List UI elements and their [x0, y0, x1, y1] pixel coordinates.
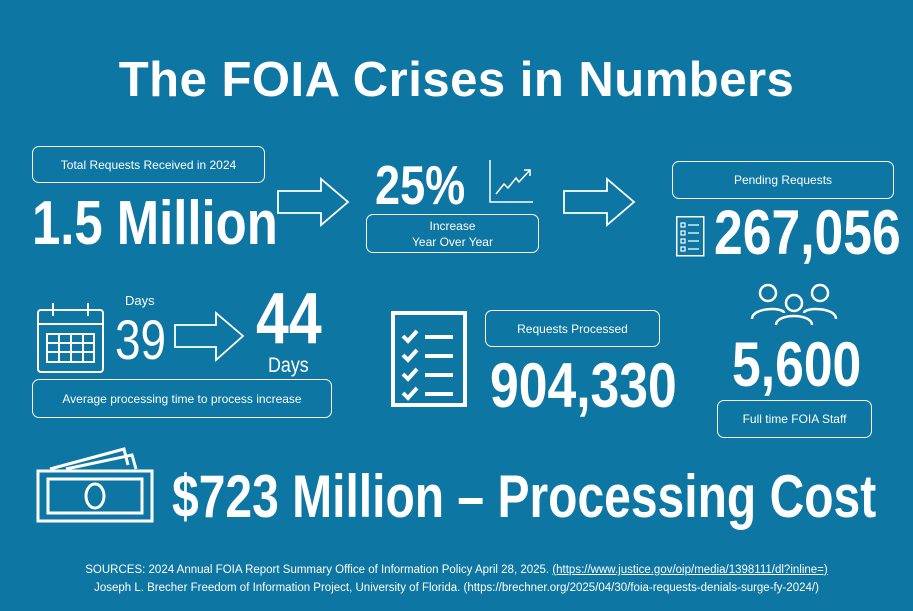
page-title: The FOIA Crises in Numbers [118, 53, 795, 107]
sources: SOURCES: 2024 Annual FOIA Report Summary… [0, 561, 913, 597]
increase-label: Increase Year Over Year [366, 214, 539, 253]
sources-line2: Joseph L. Brecher Freedom of Information… [94, 582, 819, 594]
sources-line1: SOURCES: 2024 Annual FOIA Report Summary… [85, 564, 553, 576]
line-chart-icon [489, 160, 533, 203]
checklist-icon [391, 311, 467, 407]
increase-label-line2: Year Over Year [412, 234, 493, 249]
arrow-right-icon [174, 311, 245, 363]
processed-label: Requests Processed [485, 310, 660, 347]
before-days-value: 39 [115, 308, 167, 371]
sources-link-1[interactable]: (https://www.justice.gov/oip/media/13981… [552, 564, 828, 576]
processing-time-label: Average processing time to process incre… [32, 379, 332, 418]
after-days-value: 44 [256, 279, 322, 359]
increase-label-line1: Increase [429, 218, 476, 233]
pending-label: Pending Requests [672, 161, 894, 199]
arrow-right-icon [563, 177, 636, 227]
total-requests-value: 1.5 Million [32, 189, 278, 258]
processed-value: 904,330 [490, 351, 677, 421]
after-days-unit: Days [268, 354, 309, 377]
staff-label: Full time FOIA Staff [717, 400, 872, 438]
cost-value: $723 Million – Processing Cost [172, 463, 877, 530]
money-icon [36, 447, 154, 523]
list-icon [676, 216, 705, 257]
staff-value: 5,600 [732, 330, 862, 400]
people-icon [750, 283, 838, 326]
arrow-right-icon [277, 177, 350, 227]
increase-value: 25% [375, 154, 466, 216]
calendar-icon [37, 303, 104, 373]
pending-value: 267,056 [714, 198, 901, 268]
before-days-unit: Days [125, 293, 155, 308]
total-requests-label: Total Requests Received in 2024 [32, 146, 265, 183]
